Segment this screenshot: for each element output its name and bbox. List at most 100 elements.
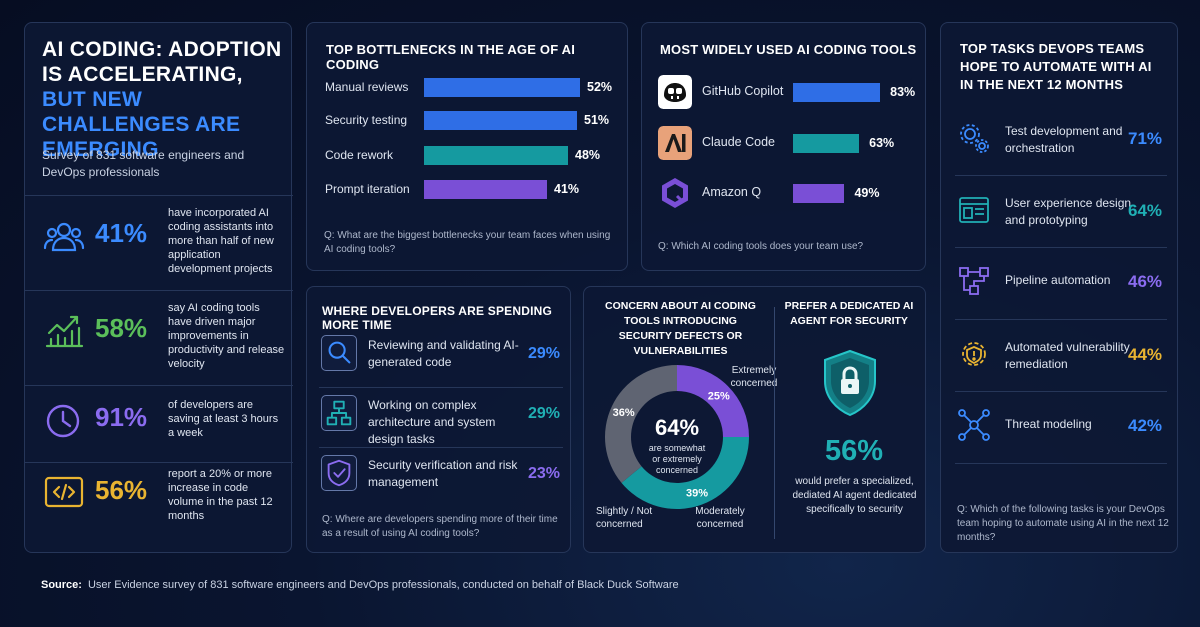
automate-value: 42%	[1128, 416, 1163, 435]
automate-text: Threat modeling	[1005, 417, 1092, 431]
automate-row: Pipeline automation 46%	[955, 248, 1170, 318]
tool-bar	[793, 184, 845, 203]
tool-row: Amazon Q	[658, 176, 920, 214]
divider	[955, 463, 1167, 464]
time-row: Working on complex architecture and syst…	[319, 391, 567, 449]
tool-label: Claude Code	[702, 135, 775, 149]
concern-title: CONCERN ABOUT AI CODING TOOLS INTRODUCIN…	[605, 300, 756, 357]
shield-lock-icon	[824, 349, 876, 417]
time-value: 29%	[528, 345, 561, 362]
users-icon	[43, 222, 85, 252]
gears-icon	[960, 124, 989, 153]
tool-value: 83%	[890, 85, 916, 99]
donut-center-text: or extremely	[652, 454, 702, 464]
time-text: Working on complex architecture and syst…	[368, 398, 496, 446]
donut-center-value: 64%	[655, 415, 699, 440]
dedicated-text: would prefer a specialized, dediated AI …	[792, 476, 917, 515]
dedicated-value: 56%	[824, 435, 884, 467]
tool-bar	[793, 83, 881, 102]
divider	[955, 391, 1167, 392]
survey-subtitle: Survey of 831 software engineers and Dev…	[42, 148, 245, 179]
dedicated-title: PREFER A DEDICATED AI AGENT FOR SECURITY	[784, 300, 914, 327]
stat-text: say AI coding tools have driven major im…	[168, 302, 285, 370]
time-row: Reviewing and validating AI-generated co…	[319, 331, 567, 389]
tool-row: GitHub Copilot	[658, 75, 920, 113]
bottleneck-label: Security testing	[325, 113, 408, 127]
stat-text: of developers are saving at least 3 hour…	[168, 399, 279, 439]
divider	[955, 247, 1167, 248]
tools-panel: MOST WIDELY USED AI CODING TOOLS GitHub …	[641, 22, 926, 271]
bottleneck-value: 41%	[554, 182, 580, 196]
automate-panel: TOP TASKS DEVOPS TEAMS HOPE TO AUTOMATE …	[940, 22, 1178, 553]
bottleneck-bar	[424, 146, 568, 165]
automate-row: Threat modeling 42%	[955, 392, 1170, 462]
bottleneck-row: Security testing 51%	[325, 111, 625, 131]
bottleneck-label: Manual reviews	[325, 80, 409, 94]
stat-value: 91%	[95, 402, 148, 432]
stat-row: 58% say AI coding tools have driven majo…	[25, 290, 293, 370]
automate-value: 64%	[1128, 201, 1163, 220]
automate-title: TOP TASKS DEVOPS TEAMS HOPE TO AUTOMATE …	[960, 41, 1152, 92]
stat-row: 56% report a 20% or more increase in cod…	[25, 462, 293, 542]
automate-text: User experience design and prototyping	[1005, 196, 1132, 227]
automate-text: Test development and orchestration	[1005, 124, 1123, 155]
title-white: AI CODING: ADOPTION IS ACCELERATING,	[42, 38, 282, 86]
automate-question: Q: Which of the following tasks is your …	[957, 504, 1169, 543]
tool-value: 49%	[854, 186, 880, 200]
security-concern-panel: CONCERN ABOUT AI CODING TOOLS INTRODUCIN…	[583, 286, 926, 553]
donut-segment-value: 36%	[613, 407, 635, 419]
donut-center-text: concerned	[656, 465, 698, 475]
bottlenecks-question: Q: What are the biggest bottlenecks your…	[324, 230, 611, 255]
source-label: Source:	[41, 579, 82, 591]
automate-value: 44%	[1128, 345, 1163, 364]
bottleneck-bar	[424, 111, 577, 130]
tools-question: Q: Which AI coding tools does your team …	[658, 241, 864, 252]
donut-label-slightly: Slightly / Not concerned	[596, 506, 653, 530]
shield-check-icon	[321, 455, 357, 491]
bottleneck-label: Code rework	[325, 148, 394, 162]
donut-label-extremely: Extremely concerned	[730, 365, 778, 389]
donut-center-text: are somewhat	[649, 443, 706, 453]
divider	[319, 387, 563, 388]
clock-icon	[46, 404, 80, 438]
bottlenecks-panel: TOP BOTTLENECKS IN THE AGE OF AI CODING …	[306, 22, 628, 271]
automate-row: Automated vulnerability remediation 44%	[955, 321, 1170, 391]
automate-text: Pipeline automation	[1005, 273, 1111, 287]
bottleneck-bar	[424, 78, 580, 97]
donut-segment	[677, 365, 749, 437]
donut-label-moderately: Moderately concerned	[695, 506, 745, 530]
stat-row: 91% of developers are saving at least 3 …	[25, 385, 293, 465]
automate-row: User experience design and prototyping 6…	[955, 177, 1170, 247]
tool-value: 63%	[869, 136, 895, 150]
source-text: User Evidence survey of 831 software eng…	[87, 579, 679, 591]
bottlenecks-title: TOP BOTTLENECKS IN THE AGE OF AI CODING	[326, 42, 576, 72]
time-row: Security verification and risk managemen…	[319, 451, 567, 509]
bottleneck-value: 52%	[587, 80, 613, 94]
automate-value: 46%	[1128, 272, 1163, 291]
tool-bar	[793, 134, 860, 153]
intro-panel: AI CODING: ADOPTION IS ACCELERATING, BUT…	[24, 22, 293, 553]
time-text: Reviewing and validating AI-generated co…	[368, 338, 519, 369]
stat-row: 41% have incorporated AI coding assistan…	[25, 195, 293, 275]
claude-icon	[658, 126, 692, 160]
tool-row: Claude Code	[658, 126, 920, 164]
divider	[955, 319, 1167, 320]
growth-chart-icon	[45, 315, 84, 348]
automate-text: Automated vulnerability remediation	[1005, 340, 1130, 371]
amazon-q-icon	[662, 178, 688, 208]
stat-value: 41%	[95, 218, 148, 248]
network-nodes-icon	[958, 409, 990, 441]
tool-label: GitHub Copilot	[702, 84, 784, 98]
source-note: Source: User Evidence survey of 831 softw…	[41, 579, 679, 591]
main-title: AI CODING: ADOPTION IS ACCELERATING, BUT…	[42, 37, 282, 162]
github-copilot-icon	[658, 75, 692, 109]
time-text: Security verification and risk managemen…	[368, 458, 518, 489]
tools-title: MOST WIDELY USED AI CODING TOOLS	[660, 42, 917, 57]
ux-design-icon	[959, 197, 989, 223]
magnifier-icon	[321, 335, 357, 371]
donut-segment-value: 25%	[708, 390, 730, 402]
vertical-divider	[774, 307, 775, 539]
automate-value: 71%	[1128, 129, 1163, 148]
bottleneck-value: 51%	[584, 113, 610, 127]
